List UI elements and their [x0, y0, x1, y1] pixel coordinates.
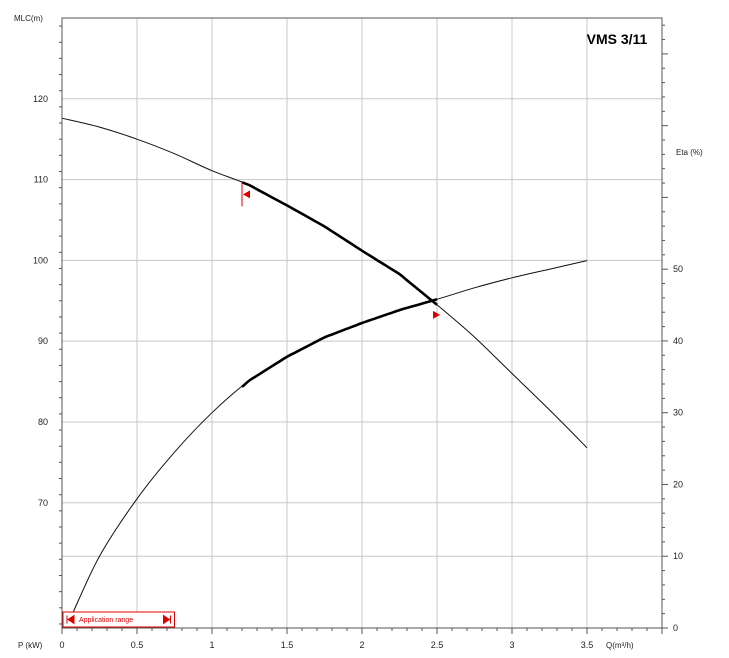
y-right-tick-label-1: 10 — [673, 551, 683, 561]
series-operating-segment-0 — [241, 181, 438, 306]
y-left-tick-label-5: 120 — [33, 94, 48, 104]
y-left-tick-label-3: 100 — [33, 255, 48, 265]
series-line-0 — [61, 117, 588, 449]
y-right-axis-title: Eta (%) — [676, 148, 703, 157]
chart-title: VMS 3/11 — [587, 31, 648, 47]
application-range-right-arrow — [163, 614, 171, 625]
y-left-tick-labels: 70 80 90 100 110 120 — [33, 94, 48, 508]
y-left-tick-label-0: 70 — [38, 498, 48, 508]
y-right-tick-label-2: 20 — [673, 479, 683, 489]
y-right-tick-label-0: 0 — [673, 623, 678, 633]
application-range-box: Application range — [62, 611, 175, 628]
x-tick-label-7: 3.5 — [581, 640, 594, 650]
application-range-rect — [62, 611, 175, 628]
application-range-label: Application range — [79, 617, 133, 624]
x-tick-label-3: 1.5 — [281, 640, 294, 650]
x-tick-label-1: 0.5 — [131, 640, 144, 650]
axis-ticks — [59, 24, 668, 634]
y-right-tick-label-5: 50 — [673, 264, 683, 274]
x-tick-label-5: 2.5 — [431, 640, 444, 650]
x-tick-label-6: 3 — [509, 640, 514, 650]
series-operating-segment-1 — [241, 298, 438, 388]
y-left-tick-label-1: 80 — [38, 417, 48, 427]
series-layer — [61, 117, 588, 614]
x-tick-labels: 0 0.5 1 1.5 2 2.5 3 3.5 — [59, 640, 593, 650]
y-left-axis-title: MLC(m) — [14, 14, 43, 23]
y-right-tick-labels: 0 10 20 30 40 50 — [673, 264, 683, 633]
operating-max-arrow — [433, 310, 440, 319]
y-left-tick-label-4: 110 — [34, 175, 48, 185]
y-left-tick-label-2: 90 — [38, 336, 48, 346]
x-tick-label-2: 1 — [209, 640, 214, 650]
x-tick-label-0: 0 — [59, 640, 64, 650]
operating-min-arrow — [243, 190, 250, 199]
application-range-left-arrow — [66, 614, 75, 625]
series-line-1 — [72, 260, 588, 614]
x-axis-title: Q(m³/h) — [606, 641, 634, 650]
y-right-tick-label-3: 30 — [673, 408, 683, 418]
y-right-tick-label-4: 40 — [673, 336, 683, 346]
x-tick-label-4: 2 — [359, 640, 364, 650]
operating-range-markers — [241, 182, 440, 319]
power-axis-label: P (kW) — [18, 641, 43, 650]
